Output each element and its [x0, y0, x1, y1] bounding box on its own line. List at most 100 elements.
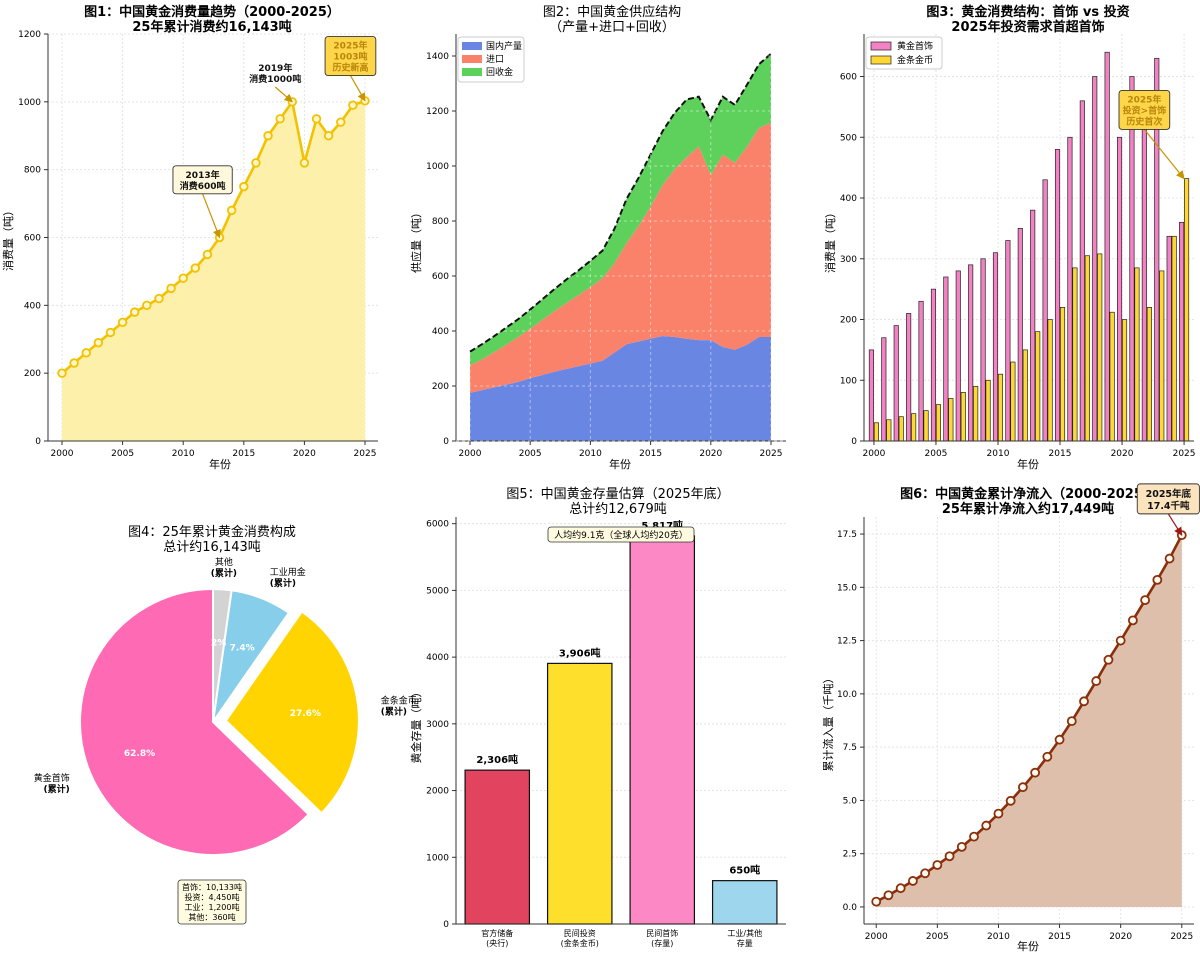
inflow-point [969, 831, 979, 842]
chart-2-ylabel: 供应量（吨） [409, 207, 423, 273]
chart-5-subtitle: 总计约12,679吨 [569, 502, 667, 517]
jewelry-bar [1116, 136, 1123, 442]
annotation-box [324, 36, 377, 76]
legend-label: 国内产量 [486, 40, 522, 52]
jewelry-bar [893, 325, 899, 442]
chart-1-consumption-trend: 图1：中国黄金消费量趋势（2000-2025） 25年累计消费约16,143吨 … [1, 4, 378, 471]
pie-slice [224, 610, 360, 815]
annotation-text: 2025年底 [1146, 488, 1192, 500]
annotation-text: 投资>首饰 [1123, 104, 1167, 116]
jewelry-bar [1166, 235, 1172, 442]
investment-bar [960, 392, 966, 442]
annotation-text: 消费600吨 [180, 180, 226, 192]
chart-1-x-ticks: 2000 2005 2010 2015 2020 2025 [51, 441, 377, 459]
investment-bar [1184, 178, 1190, 442]
jewelry-bar [1092, 76, 1098, 442]
x-tick-label: 2005 [926, 932, 949, 942]
category-label: 民间投资 [564, 928, 596, 938]
consumption-point [311, 114, 322, 124]
y-tick-label: 400 [24, 301, 41, 311]
chart-1-title: 图1：中国黄金消费量趋势（2000-2025） [84, 4, 340, 20]
inflow-point [1164, 553, 1175, 564]
annotation-text: 2025年 [1127, 93, 1161, 105]
x-tick-label: 2025 [354, 449, 377, 459]
consumption-point [263, 131, 273, 141]
investment-bar [1146, 307, 1152, 442]
consumption-point [81, 348, 91, 358]
y-tick-label: 6000 [426, 520, 449, 530]
inflow-point [944, 851, 955, 862]
legend-swatch [870, 55, 892, 65]
consumption-point [336, 117, 346, 127]
chart-6-x-ticks: 2000 2005 2010 2015 2020 2025 [865, 924, 1193, 942]
inflow-point [981, 820, 992, 831]
inflow-point [883, 890, 894, 901]
chart-1-y-ticks: 0 200 400 600 800 1000 1200 [18, 30, 48, 447]
legend-label: 回收金 [486, 66, 513, 78]
annotation-text: 2025年 [333, 40, 367, 52]
inflow-point [932, 860, 943, 870]
chart-5-y-ticks: 0 1000 2000 3000 4000 5000 6000 [426, 520, 456, 930]
chart-2-title: 图2：中国黄金供应结构 [543, 4, 681, 20]
category-label: 工业/其他 [727, 928, 762, 938]
jewelry-bar [1005, 240, 1011, 442]
jewelry-bar [930, 288, 937, 442]
chart-5-ylabel: 黄金存量（吨） [409, 687, 423, 764]
x-tick-label: 2000 [865, 932, 888, 942]
annotation-text: 历史首次 [1126, 115, 1162, 127]
y-tick-label: 200 [24, 369, 41, 379]
jewelry-bar [1017, 228, 1023, 442]
inflow-point [1115, 635, 1126, 646]
investment-bar [1072, 267, 1078, 442]
y-tick-label: 100 [840, 376, 857, 386]
legend-swatch [462, 68, 482, 76]
inflow-point [1091, 676, 1102, 686]
consumption-point [275, 114, 285, 124]
jewelry-bar [1079, 100, 1085, 442]
y-tick-label: 0 [851, 437, 857, 447]
y-tick-label: 0 [443, 920, 449, 930]
annotation-text: 1003吨 [333, 51, 367, 63]
chart-3-y-ticks: 0 100 200 300 400 500 600 [840, 73, 864, 447]
consumption-point [251, 158, 261, 168]
jewelry-bar [1179, 221, 1185, 442]
y-tick-label: 1200 [18, 30, 41, 40]
annotation-text: 2013年 [186, 169, 220, 181]
inflow-point [1042, 751, 1053, 762]
investment-bar [898, 416, 904, 442]
x-tick-label: 2005 [519, 449, 542, 459]
x-tick-label: 2020 [1111, 449, 1134, 459]
y-tick-label: 4000 [426, 653, 449, 663]
chart-2-y-ticks: 0 200 400 600 800 1000 1200 1400 [426, 52, 456, 447]
chart-6-xlabel: 年份 [1017, 939, 1039, 953]
investment-bar [1134, 267, 1140, 442]
pie-slice [79, 587, 311, 856]
consumption-area [62, 100, 365, 442]
inflow-area [876, 535, 1182, 907]
x-tick-label: 2010 [579, 449, 602, 459]
y-tick-label: 0 [35, 437, 41, 447]
chart-6-ylabel: 累计流入量（千吨） [821, 673, 835, 772]
annotation-arrow [1143, 129, 1185, 180]
jewelry-bar [918, 300, 924, 442]
legend-swatch [462, 55, 482, 63]
category-label: 存量 [737, 938, 753, 948]
annotation-box [1118, 89, 1171, 130]
chart-3-title: 图3：黄金消费结构：首饰 vs 投资 [926, 4, 1129, 20]
x-tick-label: 2025 [1170, 932, 1193, 942]
pie-percent-label: 7.4% [230, 644, 255, 654]
x-tick-label: 2005 [111, 449, 134, 459]
totals-box-line: 工业：1,200吨 [185, 902, 240, 912]
jewelry-bar [1030, 209, 1036, 442]
y-tick-label: 10.0 [837, 690, 857, 700]
inflow-point [1005, 795, 1016, 806]
note-text: 人均约9.1克（全球人均约20克） [554, 529, 688, 541]
y-tick-label: 1000 [426, 853, 449, 863]
legend-swatch [462, 42, 482, 50]
chart-1-ylabel: 消费量（吨） [1, 205, 15, 271]
